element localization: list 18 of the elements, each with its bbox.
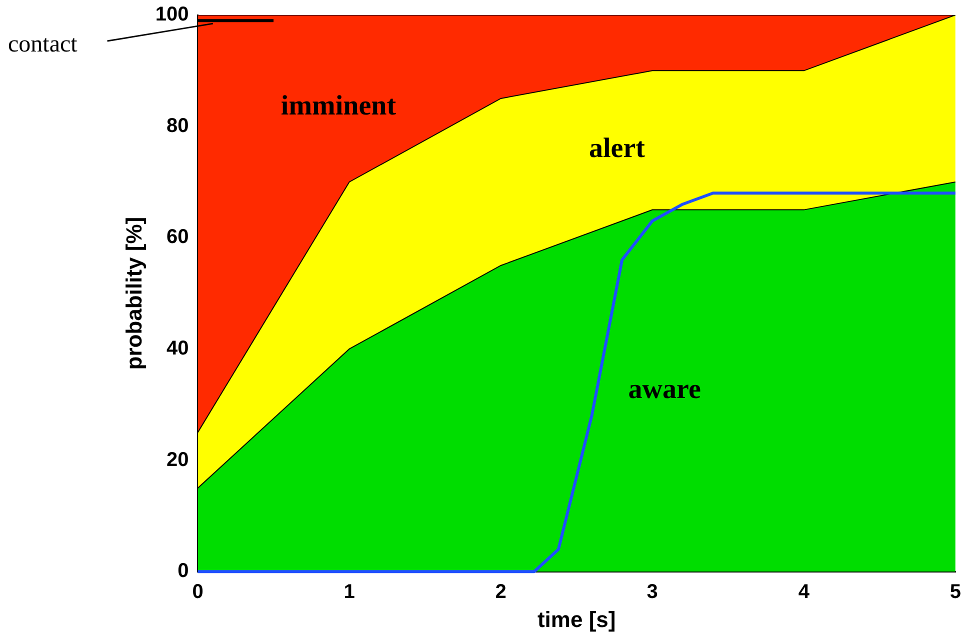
x-tick-label: 1 xyxy=(344,581,355,604)
y-tick-label: 20 xyxy=(166,448,189,471)
y-tick-label: 100 xyxy=(155,4,189,26)
y-tick-label: 60 xyxy=(166,226,189,248)
annotation: contact xyxy=(8,31,78,58)
x-tick-label: 4 xyxy=(798,581,810,604)
y-tick-label: 40 xyxy=(166,337,189,360)
x-tick-label: 3 xyxy=(646,581,658,604)
y-axis-title: probability [%] xyxy=(121,216,146,370)
x-tick-label: 0 xyxy=(192,581,204,604)
x-tick-label: 2 xyxy=(495,581,506,604)
y-tick-label: 0 xyxy=(178,560,189,582)
x-tick-label: 5 xyxy=(950,581,961,604)
x-axis-title: time [s] xyxy=(537,606,616,632)
series-label: alert xyxy=(589,133,646,164)
series-label: imminent xyxy=(280,90,397,122)
series-label: aware xyxy=(628,374,701,405)
y-tick-label: 80 xyxy=(166,114,189,137)
